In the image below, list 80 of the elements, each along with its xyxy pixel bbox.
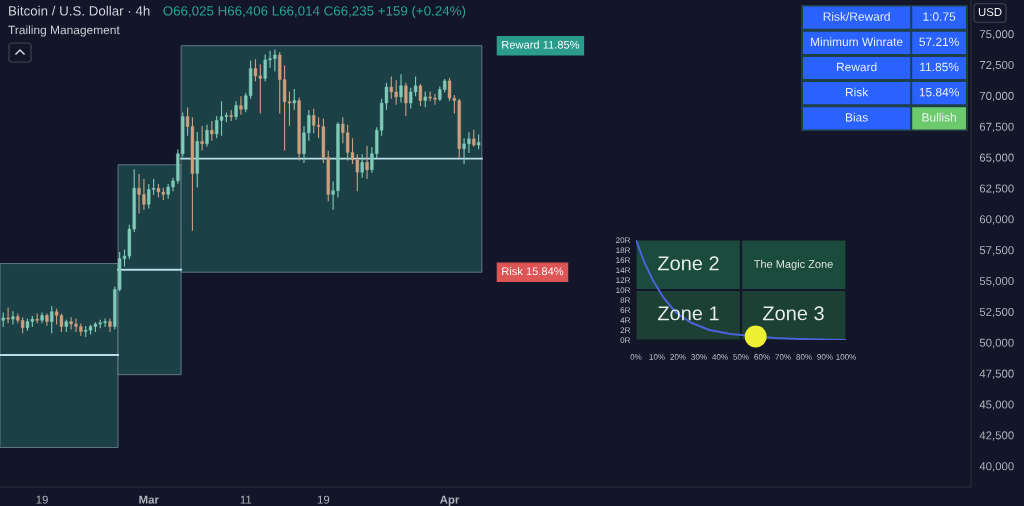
candlestick: [404, 82, 408, 116]
text: 1:0.75: [923, 12, 956, 21]
y-tick-label: 52,500: [979, 307, 1014, 318]
y-tick-label: 65,000: [979, 153, 1014, 163]
y-tick-label: 6R: [620, 307, 631, 313]
y-tick-label: 8R: [620, 297, 631, 303]
x-tick-label: 90%: [817, 354, 833, 360]
y-tick-label: 72,500: [979, 60, 1014, 71]
x-tick-label: 70%: [775, 354, 791, 360]
candlestick: [108, 318, 112, 333]
category-label: Minimum Winrate: [811, 37, 903, 47]
candlestick: [447, 77, 452, 102]
y-tick-label: 70,000: [979, 91, 1014, 102]
candlestick: [210, 121, 214, 141]
y-tick-label: 60,000: [979, 215, 1014, 225]
candlestick: [365, 145, 369, 179]
candlestick: [6, 307, 10, 324]
candlestick: [200, 125, 204, 151]
x-tick-label: 19: [317, 495, 330, 504]
y-tick-label: 0R: [620, 337, 631, 343]
annotation: Zone 3: [763, 306, 824, 321]
y-tick-label: 67,500: [979, 122, 1014, 133]
annotation: Risk 15.84%: [502, 267, 564, 276]
annotation: The Magic Zone: [753, 259, 833, 271]
text: Trailing Management: [8, 25, 120, 37]
x-tick-label: 11: [240, 495, 252, 504]
x-tick-label: Apr: [440, 495, 460, 506]
candlestick: [205, 124, 209, 147]
y-tick-label: 16R: [616, 257, 631, 263]
x-tick-label: 30%: [691, 354, 707, 360]
candlestick: [418, 84, 423, 107]
text: Bullish: [922, 112, 956, 122]
candlestick: [219, 101, 224, 136]
y-axis-title: USD: [978, 7, 1002, 17]
chart-title: Bitcoin / U.S. Dollar · 4h: [9, 5, 150, 16]
x-tick-label: 19: [36, 495, 48, 504]
category-label: Risk/Reward: [823, 12, 890, 21]
y-tick-label: 50,000: [979, 338, 1014, 349]
y-tick-label: 45,000: [979, 400, 1014, 410]
text: 11.85%: [920, 62, 959, 72]
annotation: Reward 11.85%: [502, 40, 580, 49]
candlestick: [292, 88, 296, 110]
candlestick: [239, 96, 243, 115]
y-tick-label: 55,000: [979, 277, 1014, 287]
y-tick-label: 47,500: [979, 369, 1014, 380]
x-tick-label: 100%: [836, 354, 857, 360]
y-tick-label: 40,000: [979, 462, 1014, 472]
candlestick: [50, 306, 54, 334]
y-tick-label: 57,500: [979, 246, 1014, 256]
y-tick-label: 10R: [616, 287, 631, 293]
text: 57.21%: [919, 37, 959, 47]
x-tick-label: 60%: [754, 354, 770, 360]
x-tick-label: 40%: [712, 354, 728, 360]
y-tick-label: 42,500: [979, 431, 1014, 441]
candlestick: [253, 59, 258, 82]
candlestick: [360, 154, 364, 178]
x-tick-label: 80%: [796, 354, 812, 360]
y-tick-label: 14R: [616, 267, 631, 273]
candlestick: [399, 74, 403, 103]
x-tick-label: 10%: [649, 354, 665, 360]
y-tick-label: 62,500: [979, 184, 1014, 194]
category-label: Bias: [845, 112, 868, 122]
y-tick-label: 20R: [616, 237, 631, 243]
y-tick-label: 4R: [620, 317, 631, 323]
candlestick: [40, 312, 44, 324]
annotation: O66,025 H66,406 L66,014 C66,235 +159 (+0.24%): [163, 5, 466, 19]
category-label: Reward: [837, 62, 877, 72]
y-tick-label: 75,000: [979, 30, 1014, 40]
text: 15.84%: [919, 87, 959, 97]
y-tick-label: 2R: [620, 327, 631, 333]
annotation: Zone 2: [658, 256, 719, 271]
y-tick-label: 12R: [616, 277, 631, 283]
x-tick-label: Mar: [139, 495, 159, 504]
category-label: Risk: [845, 87, 869, 97]
x-tick-label: 0%: [630, 354, 642, 360]
line-series: [636, 240, 846, 340]
x-tick-label: 20%: [670, 354, 686, 360]
y-tick-label: 18R: [616, 247, 631, 253]
x-tick-label: 50%: [733, 354, 749, 360]
candlestick: [11, 311, 15, 325]
